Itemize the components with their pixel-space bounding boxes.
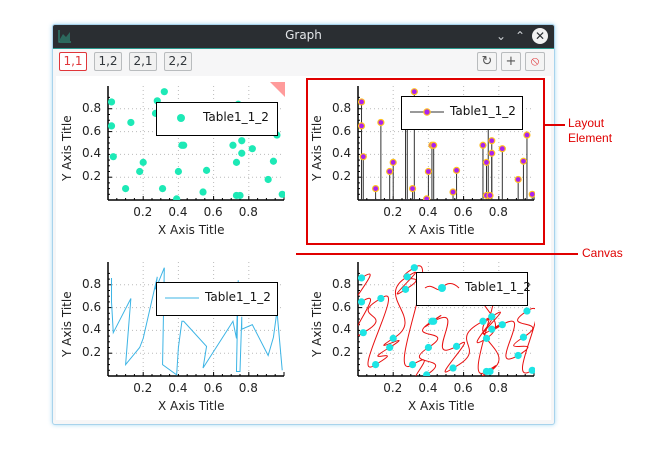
y-tick-label: 0.8 (82, 276, 102, 291)
y-tick-label: 0.4 (82, 322, 102, 337)
x-tick-label: 0.6 (203, 205, 223, 219)
x-tick-label: 0.2 (383, 205, 403, 219)
y-tick-label: 0.4 (332, 322, 352, 337)
x-axis-title: X Axis Title (408, 223, 475, 237)
x-tick-label: 0.6 (453, 205, 473, 219)
legend-label: Table1_1_2 (465, 280, 531, 294)
legend-symbol-icon (165, 297, 199, 299)
window-title: Graph (285, 28, 322, 42)
y-axis-title: Y Axis Title (60, 291, 74, 357)
legend-label: Table1_1_2 (203, 110, 269, 124)
canvas-label: Canvas (582, 246, 623, 260)
y-tick-label: 0.4 (82, 146, 102, 161)
x-tick-label: 0.8 (238, 205, 258, 219)
minimize-button[interactable]: ⌄ (493, 28, 509, 44)
plot-area (107, 262, 285, 377)
legend[interactable]: Table1_1_2 (416, 272, 531, 306)
plot-1-2[interactable]: 0.2 0.4 0.6 0.8 0.8 0.6 0.4 0.2 X Axis Title Y Ax… (306, 76, 546, 248)
x-tick-label: 0.4 (418, 205, 438, 219)
canvas-pointer (296, 253, 578, 255)
legend[interactable]: Table1_1_2 (401, 96, 523, 130)
y-tick-label: 0.8 (82, 100, 102, 115)
x-tick-label: 0.8 (488, 205, 508, 219)
x-tick-label: 0.4 (418, 381, 438, 395)
add-button[interactable]: + (501, 52, 521, 71)
maximize-button[interactable]: ⌃ (512, 28, 528, 44)
y-tick-label: 0.4 (332, 146, 352, 161)
close-button[interactable]: ✕ (532, 28, 548, 44)
y-tick-label: 0.2 (332, 169, 352, 184)
legend[interactable]: Table1_1_2 (156, 102, 278, 136)
y-tick-label: 0.2 (82, 345, 102, 360)
tab-2-2[interactable]: 2,2 (164, 52, 192, 71)
legend-label: Table1_1_2 (205, 290, 271, 304)
refresh-button[interactable]: ↻ (477, 52, 497, 71)
legend-label: Table1_1_2 (450, 104, 516, 118)
legend[interactable]: Table1_1_2 (156, 282, 278, 316)
x-axis-title: X Axis Title (158, 223, 225, 237)
y-tick-label: 0.6 (82, 123, 102, 138)
x-tick-label: 0.4 (168, 381, 188, 395)
canvas[interactable]: 0.2 0.4 0.6 0.8 0.8 0.6 0.4 0.2 X Axis Title Y Ax… (56, 76, 551, 420)
plot-2-2[interactable]: 0.2 0.4 0.6 0.8 0.8 0.6 0.4 0.2 X Axis Title Y Ax… (306, 252, 546, 424)
x-axis-title: X Axis Title (158, 399, 225, 413)
y-tick-label: 0.8 (332, 276, 352, 291)
plot-1-1[interactable]: 0.2 0.4 0.6 0.8 0.8 0.6 0.4 0.2 X Axis Title Y Ax… (56, 76, 296, 248)
close-icon: ✕ (534, 29, 546, 43)
layout-element-highlight (306, 78, 545, 245)
tab-2-1[interactable]: 2,1 (129, 52, 157, 71)
toolbar: 1,1 1,2 2,1 2,2 ↻ + ⦸ (53, 49, 554, 73)
tab-1-1[interactable]: 1,1 (59, 52, 87, 71)
x-tick-label: 0.6 (453, 381, 473, 395)
legend-symbol-icon (177, 114, 185, 122)
x-tick-label: 0.2 (383, 381, 403, 395)
title-bar[interactable]: Graph ⌄ ⌃ ✕ (53, 25, 554, 49)
y-tick-label: 0.2 (82, 169, 102, 184)
x-tick-label: 0.2 (133, 381, 153, 395)
layout-element-label: Layout Element (568, 116, 613, 145)
y-tick-label: 0.6 (82, 299, 102, 314)
y-tick-label: 0.6 (332, 123, 352, 138)
graph-app-icon (58, 30, 71, 43)
y-tick-label: 0.6 (332, 299, 352, 314)
legend-symbol-icon (410, 108, 444, 116)
legend-symbol-icon (424, 283, 460, 292)
refresh-icon: ↻ (481, 54, 493, 69)
y-tick-label: 0.8 (332, 100, 352, 115)
x-axis-title: X Axis Title (408, 399, 475, 413)
remove-button[interactable]: ⦸ (525, 52, 545, 71)
add-icon: + (505, 54, 517, 69)
tab-1-2[interactable]: 1,2 (94, 52, 122, 71)
remove-icon: ⦸ (530, 54, 540, 69)
chevron-down-icon: ⌄ (495, 29, 507, 43)
x-tick-label: 0.8 (238, 381, 258, 395)
x-tick-label: 0.8 (488, 381, 508, 395)
x-tick-label: 0.4 (168, 205, 188, 219)
y-axis-title: Y Axis Title (310, 291, 324, 357)
chevron-up-icon: ⌃ (514, 29, 526, 43)
layout-element-pointer (543, 124, 565, 126)
y-tick-label: 0.2 (332, 345, 352, 360)
x-tick-label: 0.2 (133, 205, 153, 219)
graph-window: Graph ⌄ ⌃ ✕ 1,1 1,2 2,1 2,2 ↻ + ⦸ 0.2 0.4… (52, 24, 555, 425)
y-axis-title: Y Axis Title (60, 115, 74, 181)
x-tick-label: 0.6 (203, 381, 223, 395)
plot-2-1[interactable]: 0.2 0.4 0.6 0.8 0.8 0.6 0.4 0.2 X Axis Title Y Ax… (56, 252, 296, 424)
